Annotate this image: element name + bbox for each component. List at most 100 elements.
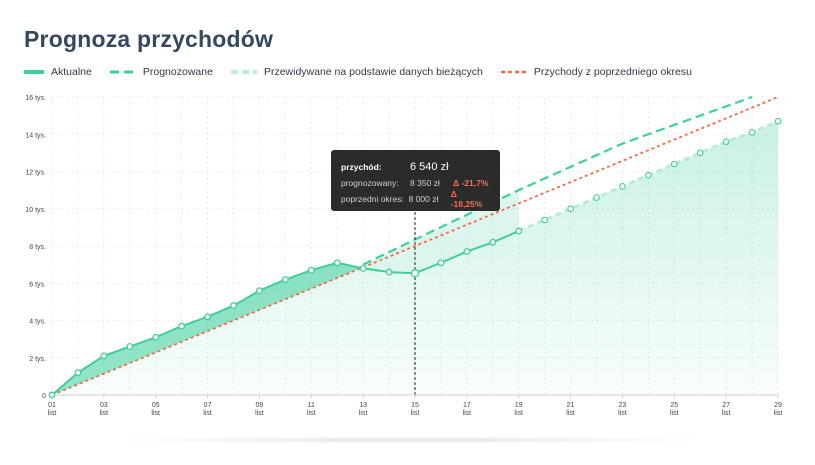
x-tick-sublabel: list <box>618 410 627 417</box>
y-tick-label: 16 tys. <box>25 95 46 102</box>
x-tick-sublabel: list <box>774 410 783 417</box>
x-tick-label: 05 <box>152 402 160 409</box>
y-tick-label: 2 tys. <box>29 356 46 363</box>
legend-label: Prognozowane <box>142 66 213 78</box>
tooltip-label: poprzedni okres: <box>341 194 404 204</box>
x-tick-sublabel: list <box>255 410 264 417</box>
x-tick-sublabel: list <box>463 410 472 417</box>
x-tick-sublabel: list <box>48 410 57 417</box>
legend-swatch-solid <box>24 70 44 74</box>
legend-item-previous[interactable]: Przychody z poprzedniego okresu <box>500 66 692 78</box>
x-tick-label: 17 <box>463 402 471 409</box>
series-line-forecast <box>362 95 753 266</box>
x-tick-label: 23 <box>619 402 627 409</box>
data-point-actual <box>230 302 237 310</box>
y-tick-label: 10 tys. <box>25 207 46 214</box>
data-point-actual <box>410 269 420 278</box>
tooltip-value: 8 000 zł <box>408 194 439 204</box>
x-tick-sublabel: list <box>566 410 575 417</box>
data-point-actual <box>100 352 108 360</box>
legend-swatch-dashed-light <box>230 70 257 74</box>
data-point-actual <box>489 238 497 246</box>
data-point-predicted <box>670 160 678 168</box>
y-tick-label: 4 tys. <box>29 319 46 326</box>
data-point-predicted <box>748 129 756 136</box>
x-tick-sublabel: list <box>411 410 420 417</box>
tooltip-label: prognozowany: <box>341 178 399 188</box>
tooltip-row-revenue: przychód: 6 540 zł <box>341 159 490 175</box>
data-point-actual <box>281 276 289 283</box>
tooltip-delta: Δ -18,25% <box>450 189 483 209</box>
area-under-actual <box>52 121 778 396</box>
data-point-actual <box>437 259 445 267</box>
x-tick-label: 27 <box>722 402 730 409</box>
tooltip-delta: Δ -21,7% <box>453 178 489 188</box>
x-tick-sublabel: list <box>100 410 109 417</box>
y-tick-label: 14 tys. <box>25 132 46 139</box>
legend-item-actual[interactable]: Aktualne <box>24 66 92 78</box>
data-point-actual <box>126 343 134 351</box>
data-point-actual <box>178 322 186 330</box>
y-tick-label: 0 <box>42 393 46 400</box>
data-point-actual <box>385 268 393 276</box>
legend-label: Przychody z poprzedniego okresu <box>533 66 692 78</box>
x-tick-label: 19 <box>515 402 523 409</box>
legend-label: Aktualne <box>51 66 92 78</box>
legend-label: Przewidywane na podstawie danych bieżący… <box>263 66 483 78</box>
tooltip-label: przychód: <box>341 162 382 172</box>
data-point-actual <box>204 313 212 321</box>
legend-swatch-dashed <box>109 70 136 74</box>
data-point-actual <box>515 227 523 235</box>
x-tick-sublabel: list <box>670 410 679 417</box>
data-point-predicted <box>645 171 652 179</box>
data-point-predicted <box>722 138 730 146</box>
data-point-predicted <box>696 149 704 157</box>
axes: 0 2 tys. 4 tys. 6 tys. 8 tys. 10 tys. 12 tys. 1… <box>25 95 782 417</box>
x-tick-label: 15 <box>411 402 419 409</box>
tooltip-value: 8 350 zł <box>410 178 440 188</box>
tooltip-row-previous: poprzedni okres: 8 000 zł Δ -18,25% <box>341 189 490 209</box>
tooltip: przychód: 6 540 zł prognozowany: 8 350 z… <box>331 150 500 211</box>
y-tick-label: 12 tys. <box>25 170 46 177</box>
area-gap-band <box>52 262 364 395</box>
tooltip-row-forecast: prognozowany: 8 350 zł Δ -21,7% <box>341 175 490 191</box>
x-tick-sublabel: list <box>307 410 316 417</box>
data-point-actual <box>463 248 471 256</box>
legend-item-predicted[interactable]: Przewidywane na podstawie danych bieżący… <box>230 66 483 78</box>
y-tick-label: 8 tys. <box>29 244 46 251</box>
x-tick-sublabel: list <box>203 410 212 417</box>
y-tick-label: 6 tys. <box>29 281 46 288</box>
x-tick-label: 11 <box>308 402 315 409</box>
x-tick-label: 29 <box>774 402 782 409</box>
x-tick-sublabel: list <box>514 410 523 417</box>
x-tick-label: 25 <box>670 402 678 409</box>
x-tick-label: 21 <box>567 402 575 409</box>
series-line-previous <box>51 96 779 396</box>
data-point-actual <box>333 259 341 267</box>
x-tick-label: 13 <box>359 402 367 409</box>
chart-title: Prognoza przychodów <box>24 26 274 52</box>
series-points <box>48 117 782 399</box>
data-point-predicted <box>593 194 600 201</box>
x-tick-sublabel: list <box>359 410 368 417</box>
legend-item-forecast[interactable]: Prognozowane <box>109 66 213 78</box>
x-tick-sublabel: list <box>151 410 160 417</box>
data-point-predicted <box>567 205 574 213</box>
tooltip-value: 6 540 zł <box>410 161 449 173</box>
chart-shadow <box>100 436 720 444</box>
legend-swatch-dotted <box>500 70 527 74</box>
x-tick-label: 09 <box>256 402 264 409</box>
x-tick-label: 01 <box>48 402 56 409</box>
data-point-actual <box>359 264 367 272</box>
data-point-actual <box>307 266 315 274</box>
x-tick-label: 07 <box>204 402 212 409</box>
data-point-predicted <box>774 117 782 125</box>
data-point-predicted <box>541 216 548 224</box>
data-point-actual <box>74 369 82 377</box>
data-point-actual <box>152 333 160 341</box>
x-tick-sublabel: list <box>722 410 731 417</box>
x-tick-label: 03 <box>100 402 108 409</box>
data-point-actual <box>255 287 263 295</box>
legend: Aktualne Prognozowane Przewidywane na po… <box>24 64 710 80</box>
